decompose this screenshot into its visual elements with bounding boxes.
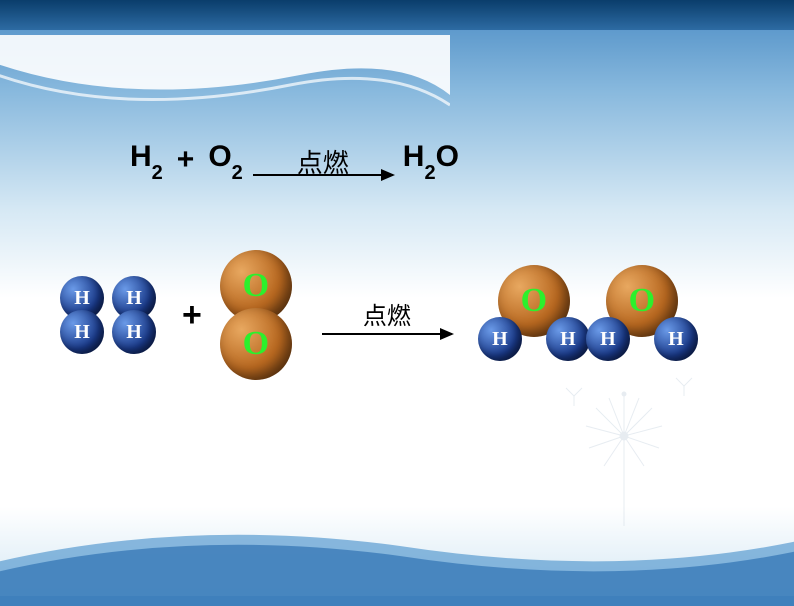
- o2-molecule: O O: [220, 250, 292, 380]
- h2o-molecule-2: O H H: [590, 265, 694, 365]
- molecule-reaction-arrow: 点燃: [322, 296, 452, 335]
- plus-sign: +: [182, 296, 202, 335]
- molecular-diagram: H H H H + O O 点燃 O H H O H H: [60, 250, 694, 380]
- hydrogen-atom: H: [478, 317, 522, 361]
- top-gradient-bar: [0, 0, 794, 30]
- h2o-molecule-1: O H H: [482, 265, 586, 365]
- hydrogen-atom: H: [112, 310, 156, 354]
- h2-molecule-1: H H: [60, 276, 104, 354]
- hydrogen-atom: H: [546, 317, 590, 361]
- hydrogen-atom: H: [654, 317, 698, 361]
- plus-sign: +: [177, 143, 195, 177]
- product-h2o: H2O: [403, 140, 459, 179]
- chemical-equation: H2 + O2 点燃 H2O: [130, 140, 459, 179]
- h2-molecule-2: H H: [112, 276, 156, 354]
- hydrogen-atom: H: [586, 317, 630, 361]
- arrow-condition-label: 点燃: [363, 296, 411, 331]
- reactant-h2: H2: [130, 140, 163, 179]
- reactant-o2: O2: [208, 140, 242, 179]
- reaction-arrow: 点燃: [253, 143, 393, 176]
- hydrogen-atom: H: [60, 310, 104, 354]
- decorative-wave-top: [0, 35, 450, 155]
- oxygen-atom: O: [220, 308, 292, 380]
